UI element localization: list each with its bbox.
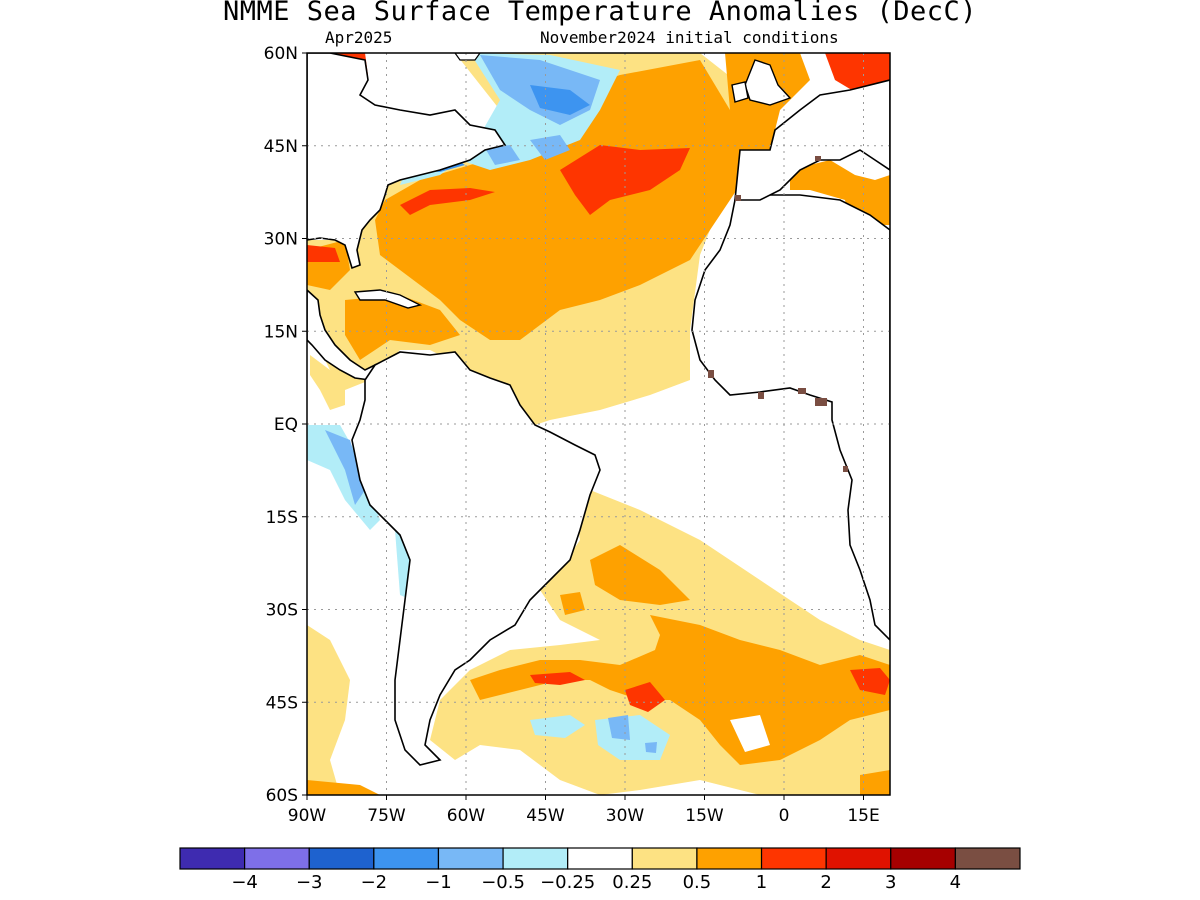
colorbar-label: 3 <box>885 872 896 893</box>
latitude-label: 30N <box>264 230 298 250</box>
latitude-label: 30S <box>266 601 298 621</box>
us-coast-red-patch <box>400 188 495 215</box>
iceland-land <box>454 53 481 61</box>
colorbar-swatch <box>696 847 763 870</box>
mediterranean-orange-patch <box>790 160 890 225</box>
peru-light-blue-region <box>307 425 380 530</box>
colorbar-label: 1 <box>756 872 767 893</box>
southern-blue-patch-2 <box>645 742 657 753</box>
colorbar-label: 4 <box>950 872 961 893</box>
labrador-mid-blue-region <box>530 85 590 115</box>
colorbar-swatch <box>244 847 310 870</box>
south-africa-red-patch <box>850 668 890 695</box>
brown-pixel <box>815 156 821 161</box>
southwest-pacific-light-orange <box>307 625 350 795</box>
latitude-label: 45N <box>264 137 298 157</box>
south-atlantic-red-patch-2 <box>530 672 585 685</box>
north-atlantic-orange-region <box>375 60 760 340</box>
colorbar-label: −0.25 <box>540 872 595 893</box>
colorbar-swatch <box>308 847 375 870</box>
southwest-pacific-orange <box>307 780 380 795</box>
brown-pixel <box>843 466 848 472</box>
south-atlantic-orange-band <box>470 615 890 765</box>
gulf-stream-blue-patch-2 <box>530 135 570 160</box>
gulf-red-patch <box>307 245 340 262</box>
latitude-label: 15N <box>264 322 298 342</box>
colorbar-swatch <box>890 847 956 870</box>
south-atlantic-orange-region <box>590 545 690 605</box>
longitude-label: 15W <box>685 806 724 826</box>
africa-land <box>691 194 890 642</box>
anomaly-field <box>307 53 890 795</box>
colorbar <box>179 847 1021 870</box>
colorbar-swatch <box>567 847 633 870</box>
colorbar-swatch <box>825 847 892 870</box>
colorbar-label: −4 <box>231 872 258 893</box>
south-america-land <box>351 351 601 766</box>
map-title: NMME Sea Surface Temperature Anomalies (… <box>223 0 977 27</box>
north-america-land <box>307 53 507 270</box>
colorbar-swatch <box>437 847 504 870</box>
valid-month-label: Apr2025 <box>325 28 393 47</box>
colorbar-swatch <box>179 847 246 870</box>
gridlines <box>307 53 890 795</box>
gulf-stream-blue-patch <box>485 145 520 165</box>
colorbar-labels: −4 −3 −2 −1 −0.5 −0.25 0.25 0.5 1 2 3 4 <box>231 872 961 893</box>
southern-ocean-white-gap <box>730 715 770 752</box>
colorbar-label: 0.5 <box>683 872 712 893</box>
brown-pixel <box>735 195 741 201</box>
brown-pixel <box>815 398 827 406</box>
colorbar-swatch <box>373 847 440 870</box>
colorbar-swatch <box>760 847 827 870</box>
longitude-labels: 90W 75W 60W 45W 30W 15W 0 15E <box>288 795 880 826</box>
brown-pixel <box>758 392 764 399</box>
colorbar-swatch <box>631 847 698 870</box>
longitude-label: 90W <box>288 806 327 826</box>
brown-pixel <box>708 370 714 378</box>
colorbar-label: −3 <box>296 872 323 893</box>
colorbar-swatch <box>954 847 1021 870</box>
colorbar-label: −0.5 <box>481 872 525 893</box>
latitude-label: EQ <box>274 415 298 435</box>
colorbar-label: −1 <box>425 872 452 893</box>
longitude-label: 30W <box>606 806 645 826</box>
latitude-label: 60N <box>264 44 298 64</box>
colorbar-label: 2 <box>820 872 831 893</box>
longitude-label: 75W <box>367 806 406 826</box>
colorbar-label: −2 <box>361 872 388 893</box>
longitude-label: 45W <box>526 806 565 826</box>
longitude-label: 60W <box>447 806 486 826</box>
equatorial-light-orange-region <box>310 355 345 410</box>
ireland-land <box>731 81 749 103</box>
peru-blue-region <box>325 430 365 505</box>
initial-conditions-label: November2024 initial conditions <box>540 28 839 47</box>
latitude-label: 15S <box>266 508 298 528</box>
brown-pixel <box>798 388 806 394</box>
latitude-label: 45S <box>266 693 298 713</box>
latitude-labels: 60N 45N 30N 15N EQ 15S 30S 45S 60S <box>264 44 307 806</box>
latitude-label: 60S <box>266 786 298 806</box>
colorbar-label: 0.25 <box>612 872 652 893</box>
south-atlantic-orange-southeast <box>860 770 890 795</box>
europe-land <box>734 79 890 201</box>
cuba-land <box>353 289 423 309</box>
longitude-label: 15E <box>847 806 879 826</box>
longitude-label: 0 <box>779 806 790 826</box>
colorbar-swatch <box>502 847 569 870</box>
caribbean-orange-patch <box>345 295 460 360</box>
southern-light-blue-patch <box>530 715 585 738</box>
south-atlantic-red-patch <box>625 682 665 712</box>
